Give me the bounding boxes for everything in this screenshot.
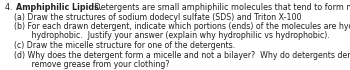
Text: hydrophobic.  Justify your answer (explain why hydrophilic vs hydrophobic).: hydrophobic. Justify your answer (explai… — [14, 32, 330, 41]
Text: (b) For each drawn detergent, indicate which portions (ends) of the molecules ar: (b) For each drawn detergent, indicate w… — [14, 22, 350, 31]
Text: remove grease from your clothing?: remove grease from your clothing? — [14, 60, 169, 69]
Text: Detergents are small amphiphilic molecules that tend to form micelles in water.: Detergents are small amphiphilic molecul… — [91, 3, 350, 12]
Text: Amphiphilic Lipids.: Amphiphilic Lipids. — [16, 3, 103, 12]
Text: (d) Why does the detergent form a micelle and not a bilayer?  Why do detergents : (d) Why does the detergent form a micell… — [14, 50, 350, 60]
Text: (c) Draw the micelle structure for one of the detergents.: (c) Draw the micelle structure for one o… — [14, 41, 235, 50]
Text: (a) Draw the structures of sodium dodecyl sulfate (SDS) and Triton X-100: (a) Draw the structures of sodium dodecy… — [14, 13, 301, 21]
Text: 4.: 4. — [5, 3, 15, 12]
